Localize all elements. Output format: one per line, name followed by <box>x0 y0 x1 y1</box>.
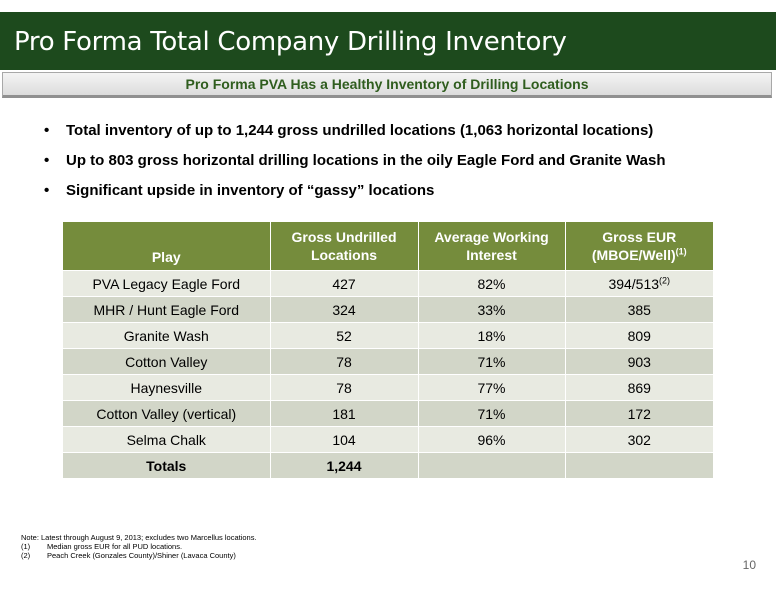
cell-locations: 52 <box>270 322 419 349</box>
cell-eur: 809 <box>565 322 713 349</box>
cell-play: Cotton Valley (vertical) <box>63 400 271 427</box>
cell-eur: 903 <box>565 348 713 375</box>
footnote-key: (1) <box>21 542 31 551</box>
bullet-item: • Significant upside in inventory of “gas… <box>44 180 666 210</box>
cell-locations: 78 <box>270 348 419 375</box>
cell-play: Cotton Valley <box>63 348 271 375</box>
cell-locations: 181 <box>270 400 419 427</box>
table-row: Selma Chalk 104 96% 302 <box>63 426 713 453</box>
cell-totals-label: Totals <box>63 452 271 478</box>
subtitle-bar: Pro Forma PVA Has a Healthy Inventory of… <box>2 72 772 98</box>
cell-interest: 77% <box>418 374 566 401</box>
cell-eur: 869 <box>565 374 713 401</box>
header-average-working-interest: Average Working Interest <box>418 222 566 271</box>
header-play: Play <box>63 222 271 271</box>
cell-eur: 302 <box>565 426 713 453</box>
bullet-text: Significant upside in inventory of “gass… <box>66 182 435 199</box>
cell-totals-locations: 1,244 <box>270 452 419 478</box>
cell-play: Selma Chalk <box>63 426 271 453</box>
cell-locations: 78 <box>270 374 419 401</box>
bullet-text: Total inventory of up to 1,244 gross und… <box>66 122 654 139</box>
cell-eur: 385 <box>565 296 713 323</box>
bullet-item: • Total inventory of up to 1,244 gross un… <box>44 120 666 150</box>
table-row: PVA Legacy Eagle Ford 427 82% 394/513(2) <box>63 270 713 297</box>
table-row: Granite Wash 52 18% 809 <box>63 322 713 349</box>
cell-play: Haynesville <box>63 374 271 401</box>
table-totals-row: Totals 1,244 <box>63 452 713 478</box>
bullet-icon: • <box>44 152 50 169</box>
title-bar: Pro Forma Total Company Drilling Invento… <box>0 12 776 70</box>
cell-interest: 18% <box>418 322 566 349</box>
footnote-text: Peach Creek (Gonzales County)/Shiner (La… <box>47 551 236 560</box>
header-gross-eur: Gross EUR (MBOE/Well)(1) <box>565 222 713 271</box>
cell-eur: 394/513(2) <box>565 270 713 297</box>
cell-eur: 172 <box>565 400 713 427</box>
cell-interest: 82% <box>418 270 566 297</box>
footnote-key: (2) <box>21 551 31 560</box>
cell-interest: 71% <box>418 348 566 375</box>
cell-play: MHR / Hunt Eagle Ford <box>63 296 271 323</box>
cell-locations: 104 <box>270 426 419 453</box>
table-row: Cotton Valley (vertical) 181 71% 172 <box>63 400 713 427</box>
table-row: Cotton Valley 78 71% 903 <box>63 348 713 375</box>
footnote-text: Median gross EUR for all PUD locations. <box>47 542 183 551</box>
table-row: Haynesville 78 77% 869 <box>63 374 713 401</box>
table-row: MHR / Hunt Eagle Ford 324 33% 385 <box>63 296 713 323</box>
cell-interest: 33% <box>418 296 566 323</box>
inventory-table: Play Gross Undrilled Locations Average Wo… <box>63 222 713 478</box>
footnote-item: (2) Peach Creek (Gonzales County)/Shiner… <box>21 551 257 560</box>
cell-locations: 324 <box>270 296 419 323</box>
cell-totals-interest <box>418 452 566 478</box>
page-subtitle: Pro Forma PVA Has a Healthy Inventory of… <box>185 76 589 92</box>
bullet-list: • Total inventory of up to 1,244 gross un… <box>44 120 666 210</box>
bullet-item: • Up to 803 gross horizontal drilling loc… <box>44 150 666 180</box>
footnote-main: Note: Latest through August 9, 2013; exc… <box>21 533 257 542</box>
footnote-item: (1) Median gross EUR for all PUD locatio… <box>21 542 257 551</box>
header-gross-undrilled: Gross Undrilled Locations <box>270 222 419 271</box>
cell-play: PVA Legacy Eagle Ford <box>63 270 271 297</box>
footnotes: Note: Latest through August 9, 2013; exc… <box>21 533 257 560</box>
bullet-icon: • <box>44 182 50 199</box>
cell-play: Granite Wash <box>63 322 271 349</box>
cell-interest: 96% <box>418 426 566 453</box>
page-number: 10 <box>742 558 756 572</box>
table-header-row: Play Gross Undrilled Locations Average Wo… <box>63 222 713 271</box>
cell-interest: 71% <box>418 400 566 427</box>
cell-totals-eur <box>565 452 713 478</box>
bullet-icon: • <box>44 122 50 139</box>
cell-locations: 427 <box>270 270 419 297</box>
bullet-text: Up to 803 gross horizontal drilling loca… <box>66 152 666 169</box>
page-title: Pro Forma Total Company Drilling Invento… <box>14 27 567 57</box>
